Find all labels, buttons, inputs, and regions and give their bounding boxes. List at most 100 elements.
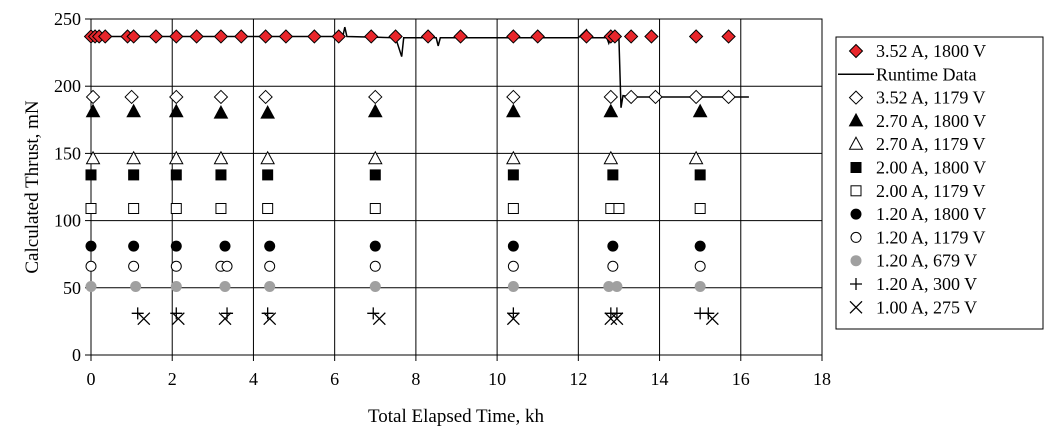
data-point: [506, 89, 521, 105]
data-point: [506, 103, 521, 118]
data-point: [168, 150, 184, 165]
data-point: [369, 203, 381, 215]
data-point: [169, 29, 184, 44]
data-point: [453, 29, 468, 44]
data-point: [688, 150, 704, 165]
data-point: [221, 307, 234, 320]
data-point: [170, 203, 182, 215]
data-point: [258, 89, 273, 105]
data-point: [170, 240, 182, 252]
series-1-20-a-300-v: [131, 307, 715, 320]
series-1-20-a-1179-v: [85, 260, 706, 272]
plot-area: [90, 18, 823, 356]
data-point: [530, 29, 545, 44]
y-tick-label: 150: [54, 143, 81, 163]
data-point: [213, 105, 229, 119]
data-point: [507, 260, 519, 272]
legend-marker: [850, 162, 862, 173]
data-point: [603, 280, 615, 292]
data-point: [171, 312, 185, 326]
data-point: [331, 29, 346, 44]
legend-entry: 2.70 A, 1800 V: [848, 111, 986, 131]
y-tick-label: 0: [72, 345, 81, 365]
data-point: [215, 169, 227, 181]
data-point: [234, 29, 249, 44]
legend-entry: 1.20 A, 300 V: [850, 274, 977, 294]
legend-box: [835, 36, 1044, 330]
data-point: [603, 89, 619, 105]
x-tick-label: 4: [249, 369, 258, 389]
data-point: [261, 307, 274, 320]
data-point: [507, 169, 519, 181]
legend-label: 2.70 A, 1800 V: [876, 111, 986, 131]
data-point: [170, 307, 183, 320]
data-point: [368, 89, 383, 105]
data-point: [623, 89, 639, 105]
legend-entry: 1.20 A, 1800 V: [850, 204, 986, 224]
data-point: [219, 280, 231, 292]
legend-entry: 2.70 A, 1179 V: [848, 134, 986, 154]
legend-marker: [850, 185, 862, 197]
data-point: [688, 89, 704, 105]
data-point: [128, 240, 140, 252]
data-point: [507, 280, 519, 292]
data-point: [168, 103, 184, 118]
data-point: [126, 150, 141, 165]
legend-label: 2.70 A, 1179 V: [876, 134, 986, 154]
legend-entry: 3.52 A, 1800 V: [848, 41, 986, 61]
series-2-70-a-1800-v: [85, 103, 708, 119]
legend-marker: [848, 136, 864, 150]
x-tick-label: 16: [732, 369, 750, 389]
legend-entry: 3.52 A, 1179 V: [848, 88, 986, 108]
x-tick-label: 2: [168, 369, 177, 389]
y-tick-label: 50: [63, 278, 81, 298]
data-point: [124, 89, 139, 105]
data-point: [128, 169, 140, 181]
series-1-00-a-275-v: [137, 312, 719, 326]
data-point: [607, 29, 623, 44]
data-point: [126, 103, 141, 118]
legend-label: 3.52 A, 1179 V: [876, 88, 986, 108]
data-point: [603, 103, 619, 118]
x-tick-label: 6: [330, 369, 339, 389]
x-tick-label: 10: [488, 369, 506, 389]
data-point: [607, 169, 619, 181]
legend-entry: 1.20 A, 1179 V: [850, 227, 986, 247]
data-point: [85, 260, 97, 272]
data-point: [264, 260, 276, 272]
data-point: [278, 29, 294, 44]
data-point: [213, 29, 229, 44]
data-point: [128, 260, 140, 272]
legend-entry: 2.00 A, 1800 V: [850, 158, 986, 178]
data-point: [262, 203, 274, 215]
data-point: [506, 29, 521, 44]
data-point: [369, 240, 381, 252]
data-point: [721, 29, 736, 44]
data-point: [388, 29, 403, 44]
data-point: [126, 29, 141, 44]
x-tick-label: 0: [87, 369, 96, 389]
data-point: [364, 29, 379, 44]
legend-label: 1.20 A, 300 V: [876, 274, 977, 294]
legend-marker: [850, 231, 862, 243]
legend: 3.52 A, 1800 V Runtime Data 3.52 A, 1179 V…: [835, 36, 1044, 330]
data-point: [131, 307, 144, 320]
x-tick-label: 14: [651, 369, 669, 389]
data-point: [694, 169, 706, 181]
data-point: [128, 203, 140, 215]
data-point: [260, 150, 275, 165]
data-point: [507, 307, 520, 320]
data-point: [137, 312, 151, 326]
data-point: [603, 150, 619, 165]
data-point: [258, 29, 273, 44]
legend-marker: [850, 208, 862, 220]
y-tick-label: 250: [54, 9, 81, 29]
data-point: [85, 103, 101, 118]
legend-marker: [850, 278, 862, 290]
data-point: [694, 280, 706, 292]
series-2-00-a-1800-v: [85, 169, 706, 181]
legend-label: 1.20 A, 679 V: [876, 251, 977, 271]
series-3-52-a-1179-v: [85, 89, 736, 105]
legend-entry: 1.00 A, 275 V: [849, 297, 977, 317]
